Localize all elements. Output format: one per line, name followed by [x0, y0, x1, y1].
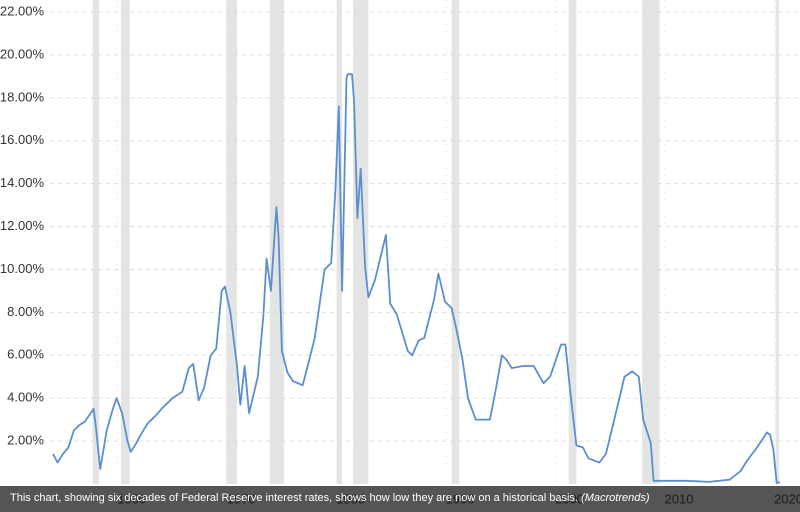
recession-band [120, 0, 130, 484]
recession-band [353, 0, 369, 484]
recession-band [92, 0, 100, 484]
y-tick-label: 14.00% [0, 175, 44, 190]
caption: This chart, showing six decades of Feder… [10, 492, 650, 504]
y-tick-label: 20.00% [0, 46, 44, 61]
recession-band [336, 0, 343, 484]
y-tick-label: 6.00% [7, 347, 44, 362]
recession-band [451, 0, 460, 484]
recession-band [775, 0, 779, 484]
y-tick-label: 10.00% [0, 261, 44, 276]
y-tick-label: 4.00% [7, 390, 44, 405]
y-tick-label: 12.00% [0, 218, 44, 233]
recession-band [226, 0, 238, 484]
caption-bar [0, 486, 800, 512]
recession-band [568, 0, 577, 484]
rate-line [52, 73, 781, 484]
y-tick-label: 18.00% [0, 89, 44, 104]
y-tick-label: 8.00% [7, 304, 44, 319]
y-tick-label: 2.00% [7, 433, 44, 448]
y-tick-label: 16.00% [0, 132, 44, 147]
recession-band [642, 0, 660, 484]
y-tick-label: 22.00% [0, 3, 44, 18]
recession-band [269, 0, 285, 484]
source: (Macrotrends) [581, 492, 650, 504]
caption-text: This chart, showing six decades of Feder… [10, 492, 578, 504]
